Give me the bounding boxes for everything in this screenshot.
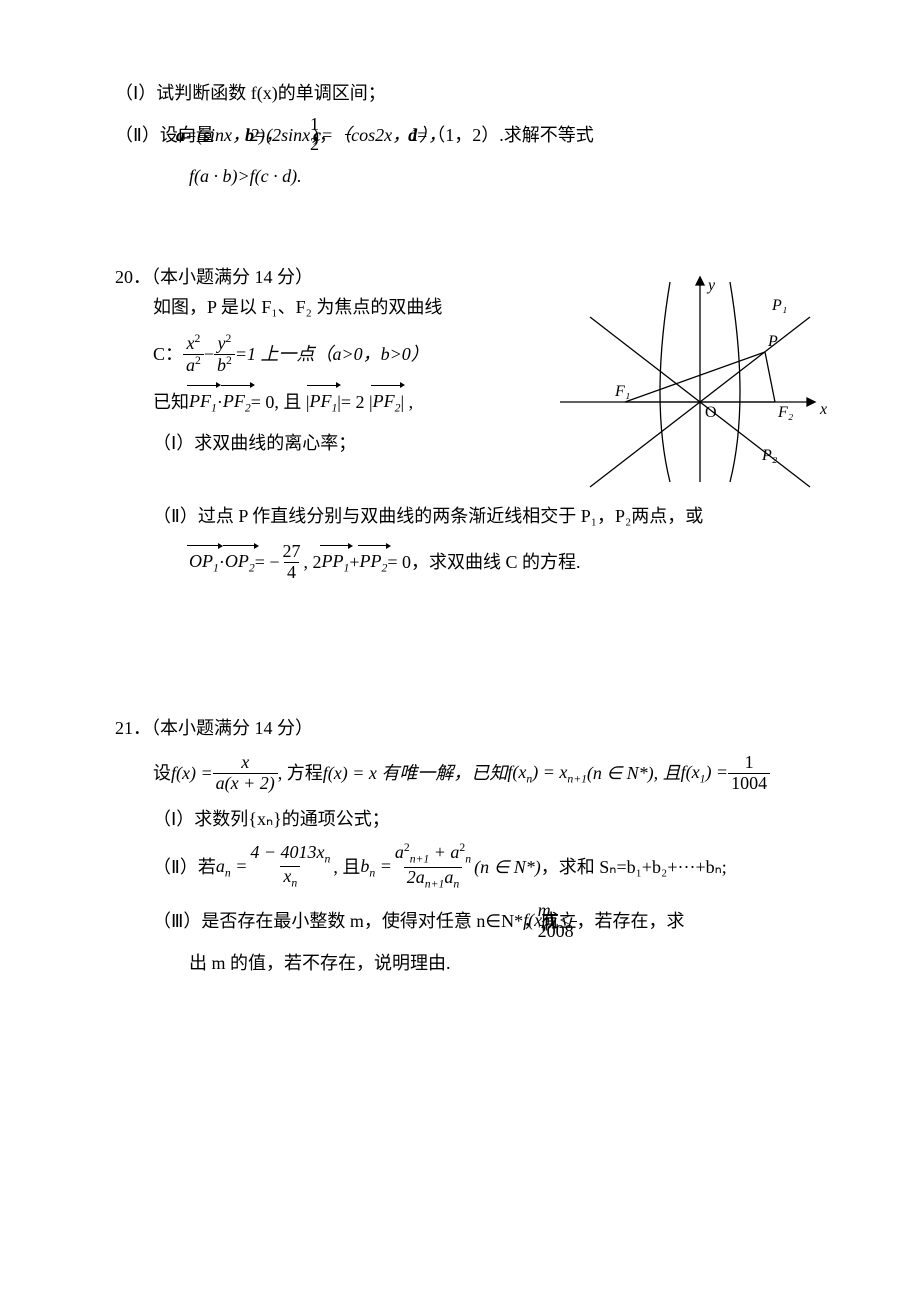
be: b [360, 856, 369, 876]
p2-label: P₂ [761, 447, 778, 464]
p21-header: 21．（本小题满分 14 分） [115, 713, 830, 744]
ann: 4 − 4013x [250, 842, 324, 862]
n1t: 1 [742, 753, 757, 773]
eqz: = 0 [387, 547, 411, 578]
c2: , 2 [304, 547, 322, 578]
fxdl: f(x) = [171, 758, 213, 789]
pf1b: PF [309, 391, 331, 411]
pf2a: PF [223, 391, 245, 411]
d1004: 1004 [728, 773, 770, 794]
y-label: y [706, 277, 716, 294]
d: b [217, 355, 226, 375]
dz: = 0, 且 | [251, 387, 310, 418]
subn1: n+1 [567, 773, 587, 786]
c-label: C： [153, 339, 183, 370]
tailsum: ，求和 Sₙ=b₁+b₂+···+bₙ; [541, 852, 727, 883]
bnp: + a [429, 842, 459, 862]
pp1: PP [322, 551, 344, 571]
ab: , 且 [333, 852, 360, 883]
fxx: f(x) = x 有唯一解，已知 [323, 758, 508, 789]
dax: a(x + 2) [213, 773, 278, 794]
x-label: x [819, 401, 827, 418]
m1: , 方程 [278, 758, 323, 789]
p21-part2: （Ⅱ）若 an = 4 − 4013xn xn , 且 bn = a2n+1 +… [115, 842, 830, 891]
p19-part1: （Ⅰ）试判断函数 f(x)的单调区间； [115, 78, 830, 109]
p20-part1: （Ⅰ）求双曲线的离心率； [115, 428, 550, 459]
p20-eq2: 已知 PF1 · PF2 = 0, 且 | PF1 |= 2 | PF2 | , [115, 386, 550, 418]
d: a [186, 355, 195, 375]
p20-header: 20．（本小题满分 14 分） [115, 262, 550, 293]
nx: x [238, 753, 252, 773]
pf2b: PF [373, 391, 395, 411]
bdl: 2a [407, 867, 425, 887]
plus: + [349, 547, 359, 578]
f1-label: F₁ [614, 383, 630, 400]
concl-text: f(a · b)>f(c · d). [189, 166, 302, 186]
tail2: ，求双曲线 C 的方程. [411, 547, 581, 578]
p20-part2b: OP1 · OP2 = − 27 4 , 2 PP1 + PP2 = 0 ，求双… [115, 542, 830, 583]
p19-concl: f(a · b)>f(c · d). [115, 161, 830, 192]
n27: 27 [280, 542, 304, 562]
fxn: f(x [507, 762, 526, 782]
n: x [187, 333, 195, 353]
tb: | , [401, 387, 414, 418]
tnn: (n ∈ N*) [474, 852, 541, 883]
f2-label: F₂ [777, 404, 794, 421]
d4: 4 [284, 562, 299, 583]
op1: OP [189, 551, 213, 571]
pf1: PF [189, 391, 211, 411]
p20-diagram: y x O F₁ F₂ P P₁ P₂ [550, 262, 830, 502]
p21-part1: （Ⅰ）求数列{xₙ}的通项公式； [115, 804, 830, 835]
p19-part2: （Ⅱ）设向量 aa=(sinx，2)， bb=(2sinx， 1 2 )， cc… [115, 115, 830, 156]
problem-21: 21．（本小题满分 14 分） 设 f(x) = x a(x + 2) , 方程… [115, 713, 830, 979]
op2: OP [225, 551, 249, 571]
p21-part3b: 出 m 的值，若不存在，说明理由. [115, 948, 830, 979]
p2l: （Ⅱ）若 [153, 852, 216, 883]
bdr: a [444, 867, 453, 887]
p-label: P [767, 333, 778, 350]
t3a: 成立，若存在，求 [577, 906, 685, 937]
exn: ) = x [532, 762, 567, 782]
known: 已知 [153, 387, 189, 418]
p1-label: P₁ [771, 297, 787, 314]
ae: a [216, 856, 225, 876]
p20-line1: 如图，P 是以 F₁、F₂ 为焦点的双曲线 [115, 292, 550, 323]
n: y [218, 333, 226, 353]
d-eq: d=（1，2）.求解不等式 [446, 120, 594, 151]
fx1: f(x [681, 762, 700, 782]
problem-20: 20．（本小题满分 14 分） 如图，P 是以 F₁、F₂ 为焦点的双曲线 C：… [115, 262, 830, 502]
bnl: a [395, 842, 404, 862]
o-label: O [705, 404, 717, 421]
p3a: （Ⅲ）是否存在最小整数 m，使得对任意 n∈N*，有 [189, 906, 559, 937]
lead: 设 [153, 758, 171, 789]
ce: ) = [705, 762, 728, 782]
pp2: PP [360, 551, 382, 571]
tail: =1 上一点（a>0，b>0） [235, 339, 429, 370]
e2: |= 2 | [337, 387, 372, 418]
p20-part2a: （Ⅱ）过点 P 作直线分别与双曲线的两条渐近线相交于 P₁，P₂两点，或 [115, 501, 830, 532]
p20-eq1: C： x2 a2 − y2 b2 =1 上一点（a>0，b>0） [115, 333, 550, 376]
pn: (n ∈ N*), 且 [587, 758, 681, 789]
minus: − [204, 339, 214, 370]
text: （Ⅰ）试判断函数 f(x)的单调区间； [115, 83, 386, 103]
p21-def: 设 f(x) = x a(x + 2) , 方程 f(x) = x 有唯一解，已… [115, 753, 830, 794]
p21-part3a: （Ⅲ）是否存在最小整数 m，使得对任意 n∈N*，有 f(xn) < m 200… [115, 901, 830, 942]
eqneg: = − [255, 547, 280, 578]
